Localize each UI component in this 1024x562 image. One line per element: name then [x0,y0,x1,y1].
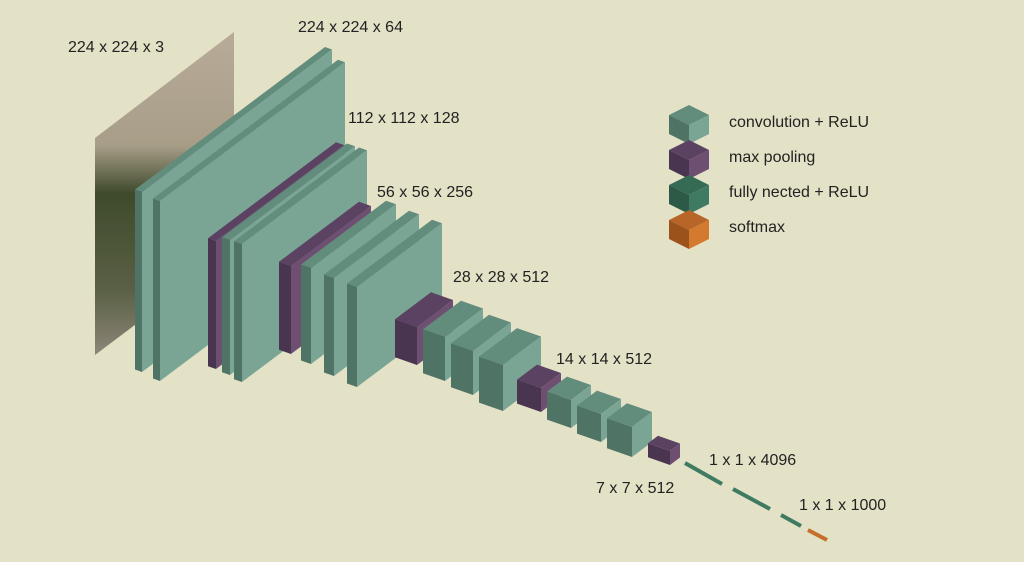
block-side [135,189,142,372]
layers [135,47,828,542]
block-top [234,147,367,244]
fc-layer [684,461,723,486]
layer-label: 14 x 14 x 512 [556,351,652,368]
block-top [324,210,419,278]
layer-label: 56 x 56 x 256 [377,184,473,201]
block-top [208,142,344,241]
block-side [547,391,571,428]
legend-label: softmax [729,219,785,236]
block-top [301,200,396,268]
block-front [503,336,541,411]
legend-cube-side [669,220,689,249]
block-side [395,319,417,365]
legend-cube-side [669,115,689,144]
block-top [451,314,511,351]
block-top [648,435,680,451]
block-side [208,238,216,369]
block-side [324,274,334,376]
block-top [395,292,453,327]
legend-cube-front [689,185,709,214]
legend [669,105,709,249]
layer-label: 224 x 224 x 3 [68,39,164,56]
block-top [479,328,541,365]
layer-label: 28 x 28 x 512 [453,269,549,286]
block-top [222,143,355,240]
block-top [153,59,345,201]
block-side [423,329,445,381]
block-side [517,379,541,412]
block-side [279,261,291,354]
layer-label: 112 x 112 x 128 [348,110,460,127]
block-side [222,237,230,375]
block-front [670,443,680,465]
block-top [347,219,442,287]
layer-label: 224 x 224 x 64 [298,19,403,36]
block-top [547,376,591,400]
legend-cube-front [689,115,709,144]
block-side [153,198,160,381]
block-side [607,418,632,457]
legend-cube-side [669,185,689,214]
block-side [234,241,242,382]
layer-label: 1 x 1 x 1000 [799,497,886,514]
block-side [479,356,503,411]
block-top [423,300,483,337]
block-side [347,283,357,387]
block-front [632,412,652,457]
legend-cube-front [689,150,709,179]
block-side [301,264,311,364]
fc-layer [807,528,828,542]
block-side [451,343,473,395]
fc-layer [732,487,771,511]
layer-label: 1 x 1 x 4096 [709,452,796,469]
legend-label: fully nected + ReLU [729,184,869,201]
fc-layer [780,513,802,528]
block-top [577,390,621,414]
block-side [648,443,670,465]
legend-label: max pooling [729,149,815,166]
block-top [135,47,332,192]
layer-label: 7 x 7 x 512 [596,480,674,497]
legend-cube-front [689,220,709,249]
block-top [607,403,652,427]
legend-label: convolution + ReLU [729,114,869,131]
legend-cube-side [669,150,689,179]
block-top [279,201,371,266]
block-top [517,364,561,388]
block-front [357,223,442,387]
block-side [577,405,601,442]
